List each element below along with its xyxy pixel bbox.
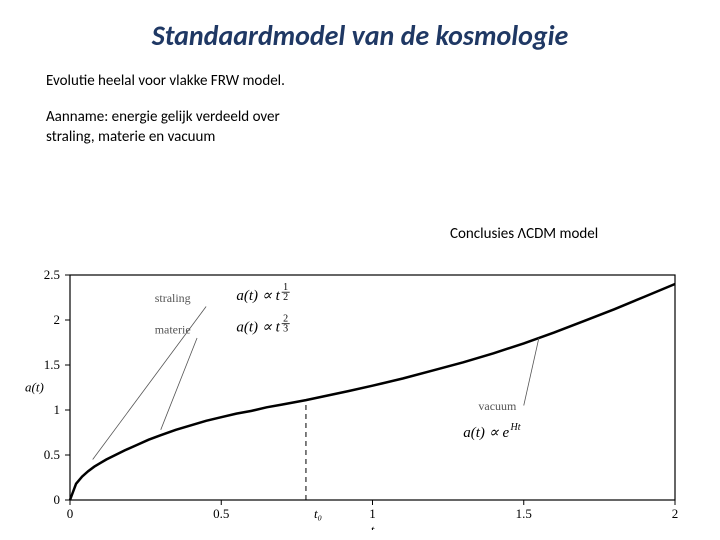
svg-text:a(t) ∝ t: a(t) ∝ t <box>236 320 280 336</box>
paragraph-2: Aanname: energie gelijk verdeeld over st… <box>46 108 280 147</box>
svg-text:1: 1 <box>369 506 376 521</box>
svg-text:0.5: 0.5 <box>213 506 229 521</box>
svg-text:a(t) ∝ t: a(t) ∝ t <box>236 288 280 304</box>
svg-text:0: 0 <box>54 492 61 507</box>
svg-text:t₀: t₀ <box>314 506 322 521</box>
svg-text:a(t) ∝ e: a(t) ∝ e <box>463 425 509 441</box>
conclusies-text: Conclusies ΛCDM model <box>450 225 598 243</box>
svg-text:2: 2 <box>283 292 288 303</box>
svg-text:vacuum: vacuum <box>478 399 517 413</box>
svg-text:t: t <box>371 522 375 530</box>
evolution-chart: 0 0.5 1 1.5 2 2.5 0 0.5 1 1.5 2 a(t) t t₀ straling mate… <box>10 260 710 530</box>
svg-text:2.5: 2.5 <box>44 267 60 282</box>
svg-text:materie: materie <box>155 323 191 337</box>
svg-text:0.5: 0.5 <box>44 447 60 462</box>
svg-text:a(t): a(t) <box>25 380 44 395</box>
paragraph-2-line1: Aanname: energie gelijk verdeeld over <box>46 108 280 126</box>
svg-text:1.5: 1.5 <box>44 357 60 372</box>
svg-text:1.5: 1.5 <box>516 506 532 521</box>
svg-text:3: 3 <box>283 324 288 335</box>
page-title: Standaardmodel van de kosmologie <box>0 18 720 53</box>
svg-text:straling: straling <box>155 291 191 305</box>
paragraph-1: Evolutie heelal voor vlakke FRW model. <box>46 72 285 90</box>
svg-text:1: 1 <box>54 402 61 417</box>
svg-text:2: 2 <box>54 312 61 327</box>
paragraph-2-line2: straling, materie en vacuum <box>46 128 215 146</box>
svg-text:0: 0 <box>67 506 74 521</box>
svg-text:Ht: Ht <box>510 422 521 433</box>
svg-text:2: 2 <box>672 506 679 521</box>
